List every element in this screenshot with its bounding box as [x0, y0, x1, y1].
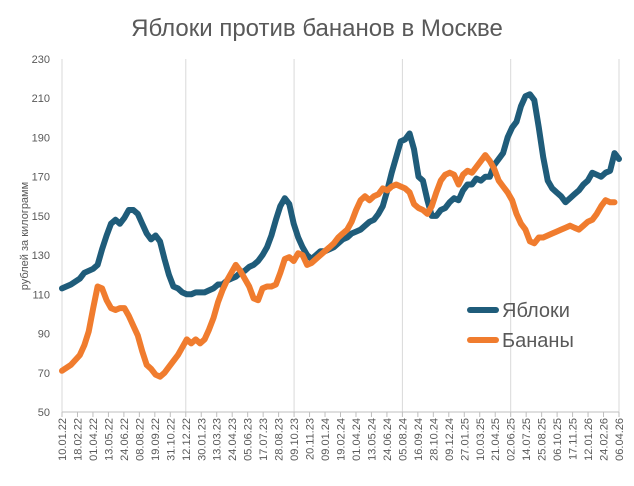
- x-tick-label: 06.04.26: [614, 418, 626, 461]
- x-tick-label: 19.02.24: [336, 418, 348, 461]
- series-line: [59, 152, 618, 380]
- x-tick-label: 09.10.23: [289, 418, 301, 461]
- x-tick-label: 01.04.22: [88, 418, 100, 461]
- x-tick-label: 16.09.24: [413, 418, 425, 461]
- y-tick-label: 130: [32, 250, 50, 262]
- x-tick-label: 17.11.25: [568, 418, 580, 460]
- x-tick-label: 13.05.22: [103, 418, 115, 461]
- x-tick-label: 28.08.23: [274, 418, 286, 461]
- x-tick-label: 18.02.22: [72, 418, 84, 461]
- x-tick-label: 14.07.25: [521, 418, 533, 461]
- y-tick-label: 210: [32, 93, 50, 105]
- y-tick-label: 190: [32, 132, 50, 144]
- x-axis: [61, 411, 620, 417]
- y-tick-label: 170: [32, 172, 50, 184]
- x-axis-tick-labels: 10.01.22 18.02.22 01.04.22 13.05.22 24.06.22…: [57, 418, 626, 461]
- x-tick-label: 24.04.23: [227, 418, 239, 461]
- chart-title: Яблоки против бананов в Москве: [131, 15, 503, 42]
- x-tick-label: 28.10.24: [428, 418, 440, 461]
- x-tick-label: 10.01.22: [57, 418, 69, 461]
- vertical-gridlines: [61, 59, 620, 412]
- x-tick-label: 10.03.25: [475, 418, 487, 461]
- x-tick-label: 09.12.24: [444, 418, 456, 461]
- x-tick-label: 09.01.24: [320, 418, 332, 461]
- x-tick-label: 30.01.23: [196, 418, 208, 461]
- legend-label: Бананы: [502, 330, 574, 352]
- x-tick-label: 05.08.24: [397, 418, 409, 461]
- y-tick-label: 110: [32, 289, 50, 301]
- y-axis-title: рублей за килограмм: [19, 182, 31, 290]
- series-line: [59, 91, 622, 298]
- x-tick-label: 31.10.22: [165, 418, 177, 461]
- y-axis-tick-labels: 50 70 90 110 130 150 170 190 210 230: [32, 54, 50, 419]
- x-tick-label: 02.06.25: [506, 418, 518, 461]
- series-lines: [59, 91, 622, 380]
- y-tick-label: 50: [38, 407, 50, 419]
- x-tick-label: 21.04.25: [490, 418, 502, 461]
- x-tick-label: 24.02.26: [599, 418, 611, 461]
- x-tick-label: 19.09.22: [150, 418, 162, 461]
- y-tick-label: 230: [32, 54, 50, 66]
- y-tick-label: 150: [32, 211, 50, 223]
- x-tick-label: 13.05.24: [366, 418, 378, 461]
- x-tick-label: 24.06.22: [119, 418, 131, 461]
- x-tick-label: 05.06.23: [243, 418, 255, 461]
- x-tick-label: 06.10.25: [552, 418, 564, 461]
- legend: Яблоки Бананы: [467, 300, 574, 352]
- x-tick-label: 20.11.23: [305, 418, 317, 460]
- y-tick-label: 90: [38, 329, 50, 341]
- x-tick-label: 13.03.23: [212, 418, 224, 461]
- x-tick-label: 12.01.26: [583, 418, 595, 461]
- x-tick-label: 01.04.24: [351, 418, 363, 461]
- x-tick-label: 27.01.25: [459, 418, 471, 461]
- x-tick-label: 08.08.22: [134, 418, 146, 461]
- x-tick-label: 24.06.24: [382, 418, 394, 461]
- x-tick-label: 17.07.23: [258, 418, 270, 461]
- y-tick-label: 70: [38, 368, 50, 380]
- legend-label: Яблоки: [502, 300, 570, 322]
- x-tick-label: 12.12.22: [181, 418, 193, 461]
- x-tick-label: 25.08.25: [537, 418, 549, 461]
